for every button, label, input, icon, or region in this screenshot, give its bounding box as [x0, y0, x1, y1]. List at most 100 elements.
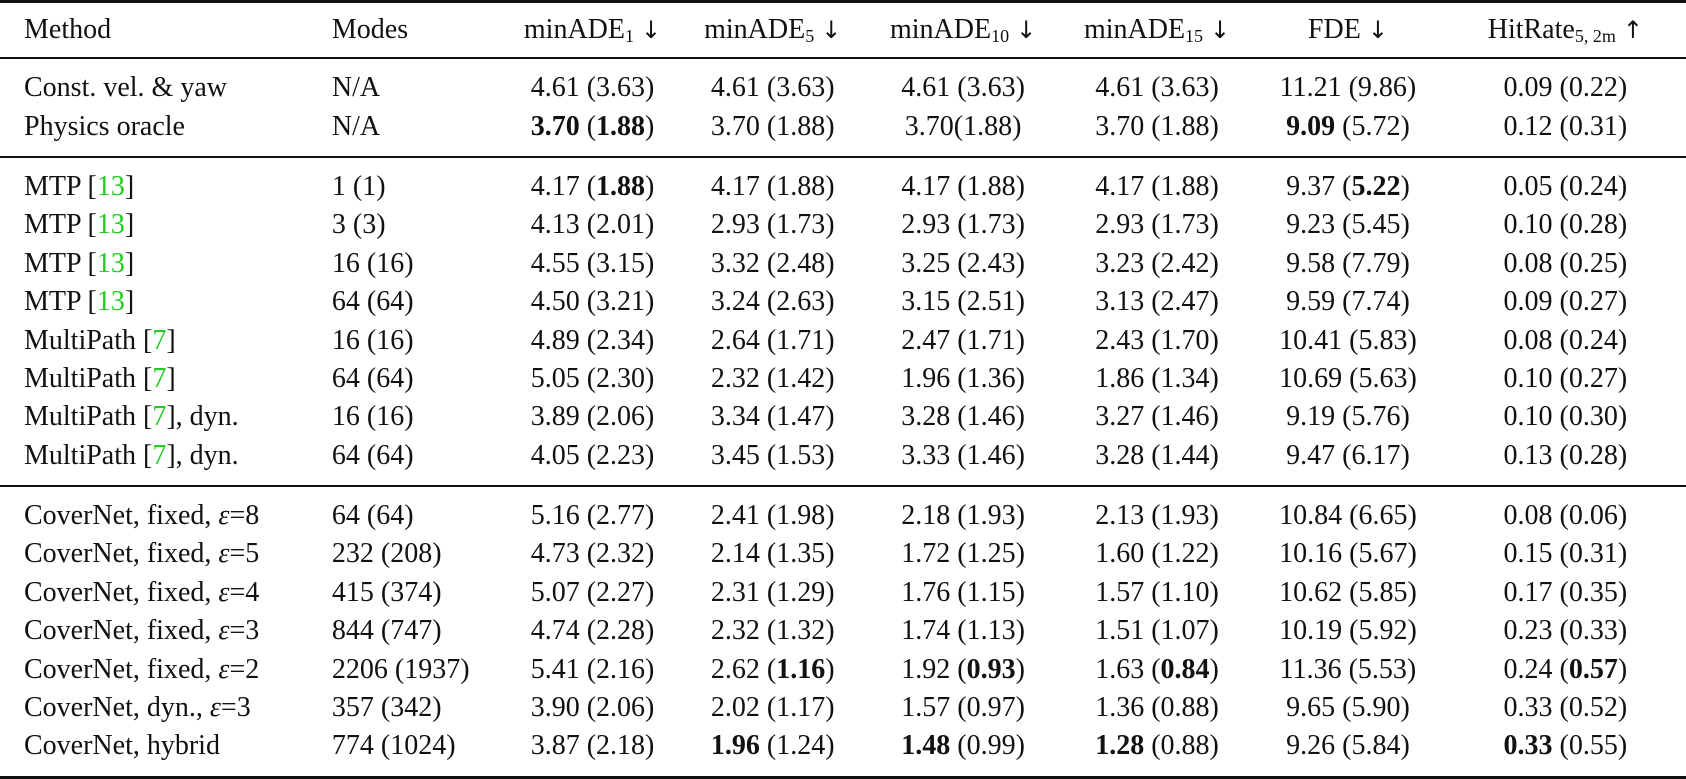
metric-value: 0.09	[1503, 286, 1553, 318]
citation-link[interactable]: 13	[96, 170, 125, 202]
metric-cell: 1.86 (1.34)	[1095, 362, 1219, 394]
citation-link[interactable]: 7	[152, 401, 167, 433]
epsilon-value: =3	[229, 615, 260, 647]
metric-cell: 1.28 (0.88)	[1095, 730, 1219, 762]
arrow-down-icon: ↓	[821, 16, 842, 44]
metric-cell: 3.15 (2.51)	[901, 286, 1025, 318]
metric-secondary-value: 2.32	[596, 538, 646, 570]
metric-secondary-value: 0.52	[1568, 692, 1618, 724]
metric-secondary-value: 2.34	[596, 324, 646, 356]
modes-cell: N/A	[331, 110, 381, 142]
metric-value: 3.23	[1095, 247, 1145, 279]
metric-value: 4.17	[530, 170, 580, 202]
metric-secondary-value: 3.63	[596, 72, 646, 104]
method-cell: MTP [13]	[24, 170, 135, 202]
column-label: minADE	[889, 14, 992, 45]
method-name: CoverNet, fixed,	[24, 576, 219, 608]
metric-cell: 9.23 (5.45)	[1286, 209, 1410, 241]
metric-value: 2.14	[710, 538, 760, 570]
metric-secondary-value: 0.35	[1568, 576, 1618, 608]
method-cell: MultiPath [7], dyn.	[24, 439, 239, 471]
metric-value: 0.24	[1503, 653, 1553, 685]
metric-value: 9.65	[1286, 692, 1336, 724]
citation-link[interactable]: 7	[152, 362, 167, 394]
metric-cell: 5.41 (2.16)	[530, 653, 655, 685]
metric-secondary-value: 1.88	[963, 110, 1013, 142]
citation-link[interactable]: 7	[152, 324, 167, 356]
metric-cell: 2.47 (1.71)	[901, 324, 1025, 356]
method-name: CoverNet, fixed,	[24, 615, 219, 647]
metric-value: 9.47	[1286, 439, 1336, 471]
citation-link[interactable]: 13	[96, 247, 125, 279]
metric-secondary-value: 5.22	[1351, 170, 1401, 202]
metric-secondary-value: 1.16	[776, 653, 826, 685]
metric-secondary-value: 5.83	[1358, 324, 1408, 356]
column-header: FDE ↓	[1251, 3, 1444, 58]
metric-secondary-value: 1.88	[596, 110, 646, 142]
column-label: minADE	[523, 14, 626, 45]
metric-cell: 4.61 (3.63)	[710, 72, 835, 104]
method-cell: CoverNet, fixed, ε=5	[0, 535, 332, 573]
metric-value: 10.62	[1279, 576, 1343, 608]
metric-value: 1.92	[901, 653, 951, 685]
group-spacer	[0, 475, 1686, 486]
metric-secondary-value: 2.63	[776, 286, 826, 318]
metric-secondary-value: 1.71	[966, 324, 1016, 356]
metric-secondary-value: 3.15	[596, 247, 646, 279]
metric-secondary-value: 0.57	[1568, 653, 1618, 685]
metric-value: 9.58	[1286, 247, 1336, 279]
metric-secondary-value: 7.79	[1351, 247, 1401, 279]
metric-secondary-value: 2.18	[596, 730, 646, 762]
citation-link[interactable]: 13	[96, 286, 125, 318]
group-spacer	[0, 766, 1686, 778]
metric-cell: 1.72 (1.25)	[901, 538, 1025, 570]
metric-cell: 2.02 (1.17)	[710, 692, 835, 724]
column-subscript: 5	[805, 26, 815, 46]
metric-cell: 3.25 (2.43)	[901, 247, 1025, 279]
metric-value: 2.93	[1095, 209, 1145, 241]
metric-secondary-value: 6.65	[1358, 500, 1408, 532]
table-row: MTP [13] 3 (3) 4.13 (2.01) 2.93 (1.73) 2.93 …	[0, 206, 1686, 244]
metric-secondary-value: 5.53	[1357, 653, 1407, 685]
epsilon-symbol: ε	[218, 500, 230, 532]
metric-cell: 3.90 (2.06)	[530, 692, 655, 724]
metric-secondary-value: 2.30	[596, 362, 646, 394]
metric-value: 5.07	[530, 576, 580, 608]
metric-secondary-value: 0.31	[1568, 110, 1618, 142]
metric-secondary-value: 1.88	[1160, 170, 1210, 202]
method-cell: CoverNet, dyn., ε=3	[0, 689, 332, 727]
metric-cell: 4.61 (3.63)	[530, 72, 655, 104]
metric-value: 2.41	[710, 500, 760, 532]
table-row: MultiPath [7], dyn. 64 (64) 4.05 (2.23) 3.4…	[0, 437, 1686, 475]
epsilon-value: =3	[220, 692, 251, 724]
metric-secondary-value: 7.74	[1351, 286, 1401, 318]
metric-value: 3.13	[1095, 286, 1145, 318]
metric-cell: 0.08 (0.06)	[1503, 500, 1628, 532]
metric-cell: 10.69 (5.63)	[1279, 362, 1417, 394]
metric-value: 10.69	[1279, 362, 1343, 394]
metric-value: 3.33	[901, 439, 951, 471]
table-row: Const. vel. & yaw N/A 4.61 (3.63) 4.61 (3.6…	[0, 69, 1686, 107]
method-name: MTP	[24, 286, 81, 318]
metric-secondary-value: 0.55	[1568, 730, 1618, 762]
metric-cell: 2.13 (1.93)	[1095, 500, 1219, 532]
metric-secondary-value: 0.25	[1568, 247, 1618, 279]
citation-link[interactable]: 13	[96, 209, 125, 241]
epsilon-symbol: ε	[209, 692, 221, 724]
metric-secondary-value: 0.28	[1568, 439, 1618, 471]
metric-value: 0.10	[1503, 401, 1553, 433]
metric-secondary-value: 2.77	[596, 500, 646, 532]
metric-cell: 1.57 (0.97)	[901, 692, 1025, 724]
metric-value: 1.57	[901, 692, 951, 724]
metric-secondary-value: 1.47	[776, 401, 826, 433]
metric-cell: 0.09 (0.22)	[1503, 72, 1628, 104]
metric-secondary-value: 2.48	[776, 247, 826, 279]
method-cell: CoverNet, fixed, ε=8	[0, 497, 332, 535]
modes-cell: 232 (208)	[331, 538, 442, 570]
metric-secondary-value: 1.93	[1160, 500, 1210, 532]
metric-cell: 1.60 (1.22)	[1095, 538, 1219, 570]
citation-link[interactable]: 7	[152, 439, 167, 471]
metric-secondary-value: 1.44	[1160, 439, 1210, 471]
metric-cell: 10.62 (5.85)	[1279, 576, 1417, 608]
metric-cell: 3.70 (1.88)	[530, 110, 655, 142]
